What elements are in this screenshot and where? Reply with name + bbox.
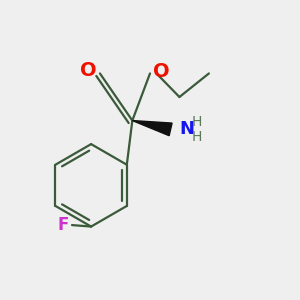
Text: H: H	[192, 115, 202, 129]
Polygon shape	[132, 121, 172, 136]
Text: F: F	[57, 216, 68, 234]
Text: H: H	[192, 130, 202, 144]
Text: O: O	[80, 61, 97, 80]
Text: N: N	[179, 120, 194, 138]
Text: O: O	[153, 62, 169, 82]
